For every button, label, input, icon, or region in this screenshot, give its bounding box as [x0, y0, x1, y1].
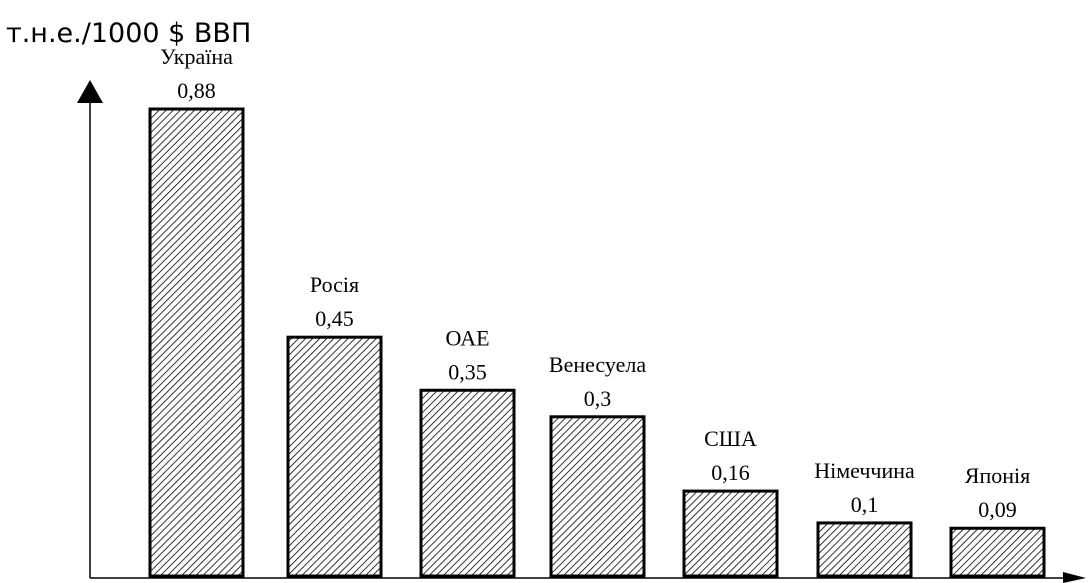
bar-value-label-4: 0,16: [711, 460, 750, 485]
bar-category-label-2: ОАЕ: [445, 325, 489, 350]
bar-value-label-5: 0,1: [851, 492, 879, 517]
bar-value-label-1: 0,45: [315, 306, 354, 331]
bar-value-label-0: 0,88: [177, 78, 216, 103]
bar-category-label-3: Венесуела: [549, 352, 646, 377]
y-axis-arrow: [77, 80, 103, 103]
bar-0: [148, 107, 245, 578]
y-axis-label: т.н.е./1000 $ ВВП: [6, 18, 251, 49]
bar-category-label-4: США: [704, 426, 757, 451]
bar-category-label-6: Японія: [965, 463, 1030, 488]
bar-value-label-3: 0,3: [584, 386, 612, 411]
bar-category-label-0: Україна: [160, 44, 233, 69]
bar-2: [419, 388, 516, 578]
bar-6: [949, 526, 1046, 578]
bars-group: 0,88 Україна 0,45 Росія 0,35 ОАЕ 0,3 Венесуела 0…: [148, 44, 1046, 578]
bar-4: [682, 489, 779, 578]
bar-value-label-6: 0,09: [978, 497, 1017, 522]
x-axis-arrow: [1063, 572, 1086, 583]
bar-3: [549, 415, 646, 578]
bar-1: [286, 335, 383, 578]
bar-category-label-1: Росія: [310, 272, 359, 297]
bar-5: [816, 521, 913, 578]
bar-category-label-5: Німеччина: [814, 458, 915, 483]
bar-value-label-2: 0,35: [448, 359, 487, 384]
